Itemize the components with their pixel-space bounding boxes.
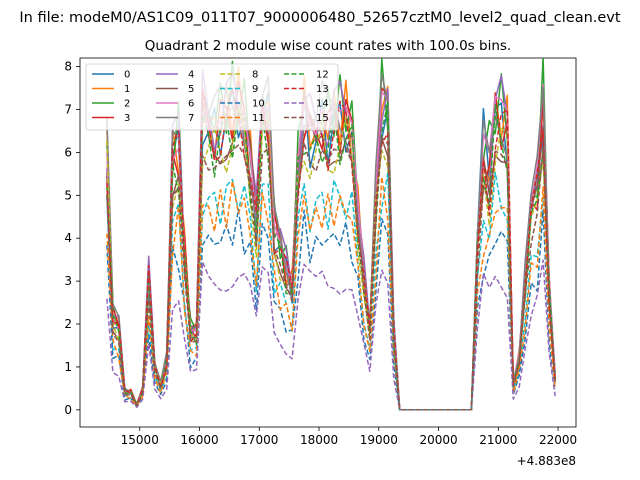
legend-label-15: 15 [316, 113, 329, 124]
legend-label-14: 14 [316, 99, 329, 110]
legend-label-11: 11 [252, 113, 265, 124]
x-tick-label: 22000 [539, 433, 577, 447]
x-tick-label: 21000 [479, 433, 517, 447]
legend-label-7: 7 [188, 113, 194, 124]
x-tick-label: 16000 [180, 433, 218, 447]
chart-title: Quadrant 2 module wise count rates with … [145, 38, 511, 54]
axes-frame [79, 57, 577, 428]
legend-box [85, 63, 339, 131]
legend-label-3: 3 [124, 113, 130, 124]
series-line-11 [106, 176, 556, 411]
legend-label-12: 12 [316, 70, 329, 81]
series-line-14 [106, 259, 556, 411]
legend-label-13: 13 [316, 84, 329, 95]
legend-label-6: 6 [188, 99, 194, 110]
series-line-10 [106, 208, 556, 411]
legend-label-4: 4 [188, 70, 194, 81]
series-line-9 [106, 171, 556, 411]
plot-area: 15000 16000 17000 18000 19000 20000 21000 22000… [64, 57, 577, 447]
y-tick-label: 5 [64, 188, 72, 202]
y-tick-label: 1 [64, 360, 72, 374]
legend-label-8: 8 [252, 70, 258, 81]
legend-label-10: 10 [252, 99, 265, 110]
x-offset-label: +4.883e8 [517, 454, 576, 468]
x-tick-label: 19000 [360, 433, 398, 447]
y-tick-label: 6 [64, 145, 72, 159]
y-tick-label: 7 [64, 102, 72, 116]
y-tick-label: 2 [64, 317, 72, 331]
x-tick-label: 20000 [419, 433, 457, 447]
y-tick-label: 8 [64, 60, 72, 74]
y-tick-label: 4 [64, 231, 72, 245]
x-tick-label: 17000 [240, 433, 278, 447]
series-line-13 [106, 88, 556, 411]
series-line-15 [106, 136, 556, 411]
legend-label-1: 1 [124, 84, 130, 95]
legend-label-5: 5 [188, 84, 194, 95]
chart-suptitle: In file: modeM0/AS1C09_011T07_9000006480… [19, 10, 620, 26]
legend-label-2: 2 [124, 99, 130, 110]
y-tick-label: 3 [64, 274, 72, 288]
legend-label-0: 0 [124, 70, 130, 81]
x-tick-label: 15000 [121, 433, 159, 447]
y-tick-label: 0 [64, 403, 72, 417]
x-tick-label: 18000 [300, 433, 338, 447]
legend-label-9: 9 [252, 84, 258, 95]
